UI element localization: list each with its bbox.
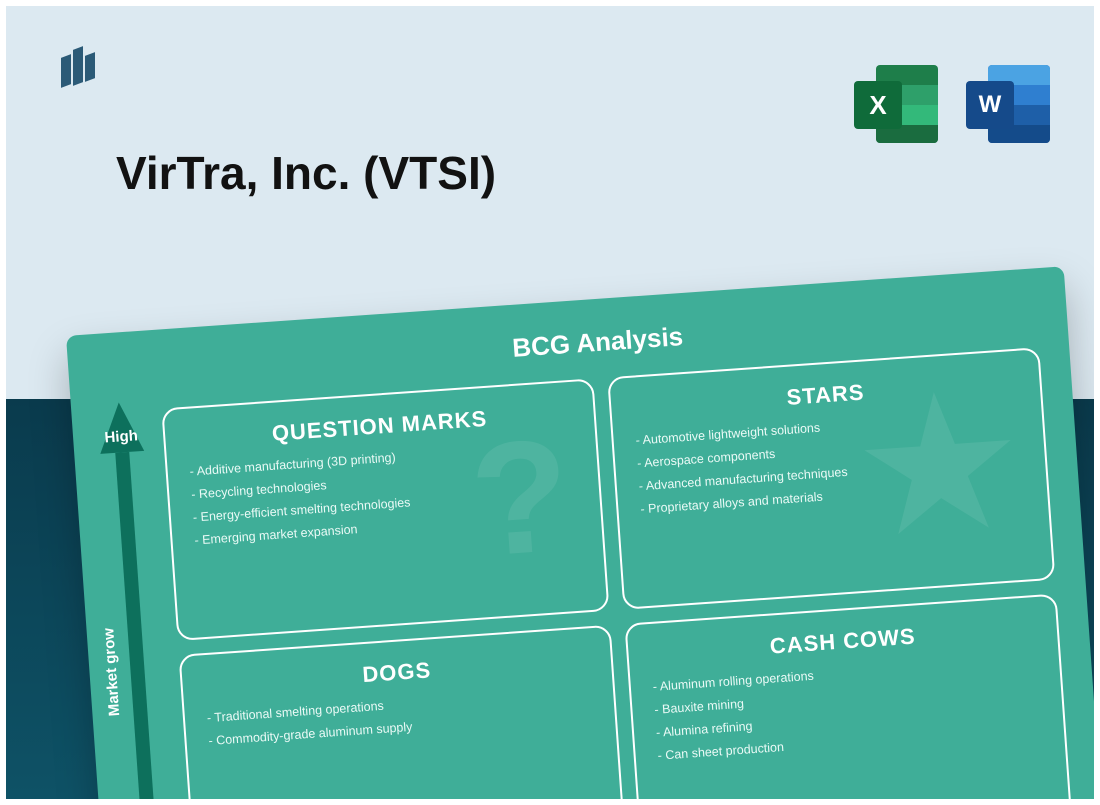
quadrant-question-marks: ? QUESTION MARKS - Additive manufacturin… bbox=[161, 378, 609, 641]
word-letter: W bbox=[966, 81, 1014, 129]
excel-icon[interactable]: X bbox=[854, 61, 942, 149]
slide-frame: VirTra, Inc. (VTSI) X W High Market grow… bbox=[6, 6, 1094, 799]
axis-label: Market grow bbox=[100, 627, 123, 716]
bcg-grid: ? QUESTION MARKS - Additive manufacturin… bbox=[161, 347, 1072, 799]
quadrant-dogs: DOGS - Traditional smelting operations -… bbox=[179, 625, 627, 799]
quadrant-cash-cows: CASH COWS - Aluminum rolling operations … bbox=[624, 594, 1072, 799]
app-icons-group: X W bbox=[854, 61, 1054, 149]
quadrant-stars: ★ STARS - Automotive lightweight solutio… bbox=[607, 347, 1055, 610]
axis-high-label: High bbox=[104, 427, 138, 446]
word-icon[interactable]: W bbox=[966, 61, 1054, 149]
brand-logo-icon bbox=[61, 46, 101, 96]
bcg-matrix-card: High Market grow BCG Analysis ? QUESTION… bbox=[66, 266, 1094, 799]
excel-letter: X bbox=[854, 81, 902, 129]
company-title: VirTra, Inc. (VTSI) bbox=[116, 146, 496, 200]
